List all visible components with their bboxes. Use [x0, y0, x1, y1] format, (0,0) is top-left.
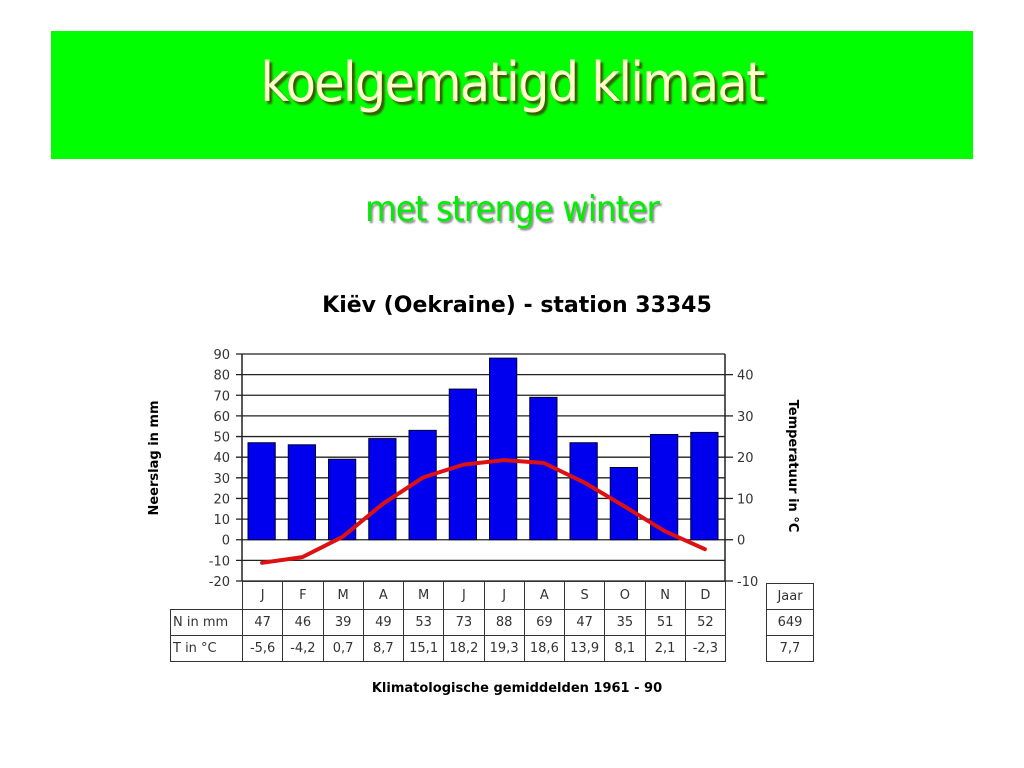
- precip-bar: [287, 444, 316, 541]
- row-label: T in °C: [170, 635, 243, 662]
- y-tick-label: 90: [213, 348, 230, 363]
- month-cell: O: [604, 581, 646, 610]
- precip-bar: [569, 442, 598, 541]
- precip-cell: 69: [523, 609, 566, 636]
- y2-tick-label: 30: [737, 410, 754, 425]
- month-cell: J: [443, 581, 485, 610]
- precip-cell: 46: [282, 609, 324, 636]
- month-cell: M: [402, 581, 445, 610]
- y-tick-label: 70: [213, 389, 230, 404]
- temp-cell: 8,7: [362, 635, 405, 662]
- y2-axis-ticks: 40 30 20 10 0 -10: [737, 369, 758, 590]
- year-mean-temp: 7,7: [766, 635, 814, 662]
- y-tick-label: -10: [209, 554, 230, 569]
- year-summary-table: Jaar 649 7,7: [766, 583, 814, 662]
- precip-cell: 39: [322, 609, 364, 636]
- month-cell: D: [684, 581, 727, 610]
- precip-bar: [690, 431, 719, 541]
- month-cell: J: [241, 581, 284, 610]
- temp-cell: -4,2: [282, 635, 324, 662]
- y-tick-label: 50: [213, 431, 230, 446]
- y-tick-label: 40: [213, 451, 230, 466]
- precip-bar: [247, 442, 276, 541]
- temp-cell: -2,3: [684, 635, 727, 662]
- y-tick-label: 30: [213, 472, 230, 487]
- row-label: N in mm: [170, 609, 243, 636]
- y-tick-label: 20: [213, 492, 230, 507]
- y2-tick-label: 0: [737, 534, 745, 549]
- precip-cell: 52: [684, 609, 727, 636]
- precip-bar: [368, 438, 397, 541]
- month-cell: N: [644, 581, 686, 610]
- precip-cell: 73: [443, 609, 485, 636]
- chart-caption: Klimatologische gemiddelden 1961 - 90: [371, 681, 663, 696]
- temp-cell: 18,2: [443, 635, 485, 662]
- month-cell: A: [362, 581, 405, 610]
- precip-cell: 88: [483, 609, 525, 636]
- y2-tick-label: 10: [737, 492, 754, 507]
- precip-cell: 51: [644, 609, 686, 636]
- slide-title: koelgematigd klimaat: [260, 51, 765, 114]
- temp-cell: 2,1: [644, 635, 686, 662]
- year-total-precip: 649: [766, 609, 814, 636]
- precip-bar: [609, 467, 638, 541]
- month-cell: M: [322, 581, 364, 610]
- precip-bar: [489, 357, 518, 541]
- title-banner: koelgematigd klimaat: [51, 31, 973, 159]
- temp-cell: 13,9: [563, 635, 606, 662]
- temp-cell: 19,3: [483, 635, 525, 662]
- gridlines: [236, 353, 733, 582]
- y-tick-label: 80: [213, 369, 230, 384]
- temp-row: T in °C -5,6 -4,2 0,7 8,7 15,1 18,2 19,3 18,6 13…: [170, 635, 727, 662]
- precip-cell: 47: [241, 609, 284, 636]
- temperature-line: [260, 458, 707, 565]
- y2-tick-label: 40: [737, 369, 754, 384]
- y-axis-label: Neerslag in mm: [147, 400, 162, 515]
- slide-subtitle: met strenge winter: [365, 189, 660, 230]
- precip-bar: [328, 458, 357, 541]
- temp-cell: 8,1: [604, 635, 646, 662]
- month-cell: S: [563, 581, 606, 610]
- precip-cell: 35: [604, 609, 646, 636]
- y2-tick-label: 20: [737, 451, 754, 466]
- y-tick-label: 60: [213, 410, 230, 425]
- precip-bar: [650, 433, 679, 541]
- temp-cell: 15,1: [402, 635, 445, 662]
- temp-cell: 0,7: [322, 635, 364, 662]
- precipitation-bars: [247, 357, 719, 541]
- y-tick-label: 10: [213, 513, 230, 528]
- temp-cell: 18,6: [523, 635, 566, 662]
- month-cell: F: [282, 581, 324, 610]
- y2-axis-label: Temperatuur in °C: [785, 400, 800, 533]
- precip-cell: 53: [402, 609, 445, 636]
- month-cell: A: [523, 581, 566, 610]
- y-tick-label: 0: [222, 534, 230, 549]
- precip-row: N in mm 47 46 39 49 53 73 88 69 47 35 51 52: [170, 609, 727, 636]
- precip-cell: 47: [563, 609, 606, 636]
- y2-tick-label: -10: [737, 575, 758, 590]
- temp-cell: -5,6: [241, 635, 284, 662]
- precip-cell: 49: [362, 609, 405, 636]
- year-header: Jaar: [766, 583, 814, 610]
- month-cell: J: [483, 581, 525, 610]
- axes: [241, 354, 726, 581]
- chart-title: Kiëv (Oekraine) - station 33345: [322, 293, 712, 318]
